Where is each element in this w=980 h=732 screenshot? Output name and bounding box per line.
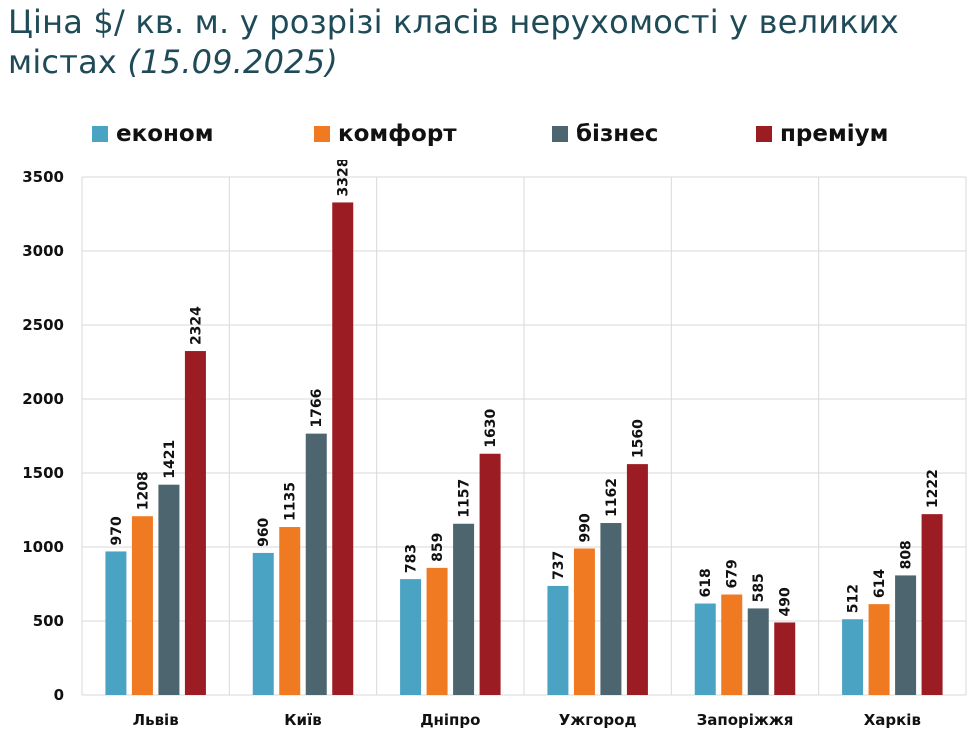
legend-label-business: бізнес	[576, 121, 659, 147]
bar	[694, 603, 716, 695]
bar	[332, 202, 354, 695]
y-tick-label: 3000	[22, 242, 64, 260]
data-label: 585	[751, 573, 767, 602]
bar-chart: 0 500 1000 1500 2000 2500 3000 3500 970 1208 1421 2…	[22, 160, 967, 729]
data-label: 490	[778, 587, 794, 616]
data-label: 512	[846, 584, 862, 613]
data-label: 2324	[188, 306, 204, 345]
bar	[252, 552, 274, 695]
data-label: 960	[256, 517, 272, 546]
legend-item-premium: преміум	[756, 116, 888, 152]
data-label: 1766	[309, 389, 325, 428]
data-label: 1157	[457, 479, 473, 518]
bar	[131, 516, 153, 695]
bar	[747, 608, 769, 695]
bar	[305, 433, 327, 695]
data-label: 3328	[336, 160, 352, 196]
bar	[868, 604, 890, 695]
chart-legend: економ комфорт бізнес преміум	[92, 116, 952, 152]
x-category-label: Ужгород	[559, 711, 637, 729]
chart-title-main: Ціна $/ кв. м. у розрізі класів нерухомо…	[8, 3, 899, 81]
bar	[400, 579, 422, 695]
data-label: 1208	[135, 471, 151, 510]
bar	[600, 523, 622, 695]
legend-swatch-econom	[92, 126, 108, 142]
y-tick-label: 1500	[22, 464, 64, 482]
bar	[547, 585, 569, 695]
x-category-label: Дніпро	[420, 711, 480, 729]
legend-label-comfort: комфорт	[338, 121, 457, 147]
data-label: 1222	[925, 469, 941, 508]
legend-item-econom: економ	[92, 116, 214, 152]
bar	[842, 619, 864, 695]
data-label: 808	[899, 540, 915, 569]
bar	[426, 567, 448, 695]
data-label: 970	[109, 516, 125, 545]
bar	[158, 484, 180, 695]
bar	[184, 351, 206, 695]
data-label: 679	[725, 559, 741, 588]
data-label: 859	[430, 533, 446, 562]
x-category-label: Запоріжжя	[697, 711, 794, 729]
chart-title: Ціна $/ кв. м. у розрізі класів нерухомо…	[8, 2, 968, 82]
legend-swatch-comfort	[314, 126, 330, 142]
data-label: 618	[698, 568, 714, 597]
bar	[105, 551, 127, 695]
legend-swatch-business	[552, 126, 568, 142]
data-label: 1135	[283, 482, 299, 521]
legend-label-econom: економ	[116, 121, 214, 147]
legend-label-premium: преміум	[780, 121, 889, 147]
legend-item-business: бізнес	[552, 116, 658, 152]
y-tick-label: 500	[33, 612, 64, 630]
y-tick-label: 2000	[22, 390, 64, 408]
data-label: 1630	[483, 409, 499, 448]
y-tick-label: 2500	[22, 316, 64, 334]
bar	[626, 464, 648, 695]
x-category-label: Київ	[284, 711, 321, 729]
bar	[279, 527, 301, 695]
data-label: 1560	[630, 419, 646, 458]
x-category-label: Львів	[133, 711, 179, 729]
bar	[721, 594, 743, 695]
data-label: 783	[404, 544, 420, 573]
data-label: 1421	[162, 440, 178, 479]
data-label: 1162	[604, 478, 620, 517]
bar	[453, 523, 475, 695]
bar	[895, 575, 917, 695]
legend-swatch-premium	[756, 126, 772, 142]
y-tick-label: 3500	[22, 168, 64, 186]
data-label: 737	[551, 551, 567, 580]
bar	[774, 622, 796, 695]
y-tick-label: 0	[54, 686, 64, 704]
y-tick-label: 1000	[22, 538, 64, 556]
bar	[573, 548, 595, 695]
legend-item-comfort: комфорт	[314, 116, 457, 152]
x-category-label: Харків	[864, 711, 921, 729]
data-label: 990	[577, 513, 593, 542]
chart-title-date: (15.09.2025)	[127, 43, 338, 81]
data-label: 614	[872, 569, 888, 598]
bar	[479, 453, 501, 695]
bar	[921, 514, 943, 695]
